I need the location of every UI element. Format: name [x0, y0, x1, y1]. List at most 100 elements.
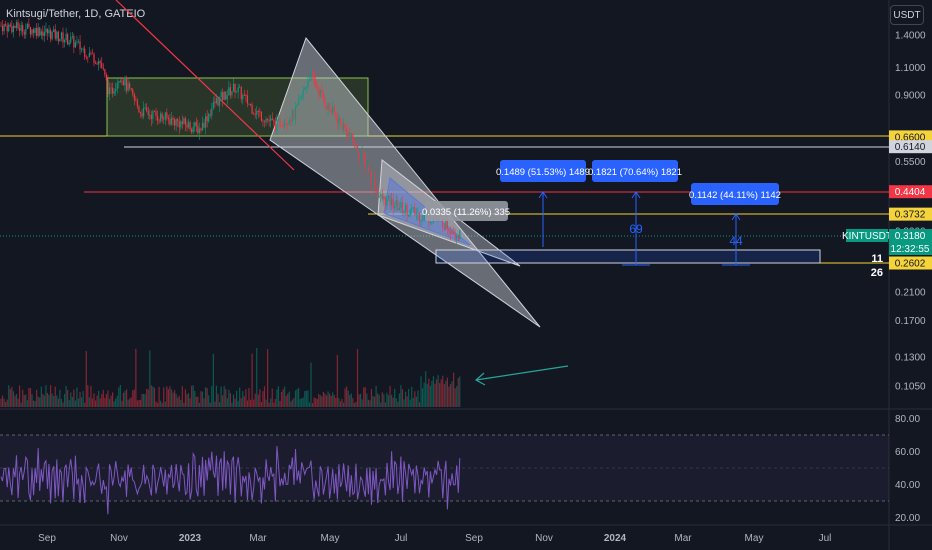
volume-bar — [218, 402, 221, 407]
volume-bar — [364, 387, 366, 407]
callout-2[interactable]: 0.1821 (70.64%) 1821 — [588, 160, 682, 182]
candle-body — [330, 109, 332, 113]
candle-body — [220, 92, 222, 97]
volume-bar — [377, 393, 379, 407]
volume-bar — [43, 395, 45, 407]
callout-3[interactable]: 0.1142 (44.11%) 1142 — [689, 183, 781, 205]
candle-body — [56, 31, 58, 39]
candle-body — [54, 29, 56, 39]
candle-body — [218, 96, 221, 106]
price-tag-label: 0.2602 — [895, 259, 926, 270]
measure-arrow-1 — [538, 191, 548, 199]
candle-body — [287, 123, 289, 125]
candle-body — [20, 25, 22, 31]
time-axis[interactable]: Sep Nov 2023 Mar May Jul Sep Nov 2024 Mar May Jul — [38, 533, 831, 544]
volume-bar — [344, 388, 346, 407]
candle-body — [381, 194, 383, 200]
volume-bar — [174, 390, 176, 407]
volume-bar — [129, 398, 131, 407]
candle-body — [378, 196, 380, 198]
volume-bar — [208, 395, 210, 407]
candle-body — [60, 32, 63, 39]
candle-body — [415, 213, 417, 215]
volume-bar — [60, 398, 63, 407]
large-triangle-drawing[interactable] — [269, 36, 541, 328]
volume-bar — [293, 397, 295, 407]
chart-symbol-title[interactable]: Kintsugi/Tether, 1D, GATEIO — [6, 8, 146, 20]
volume-bar — [90, 385, 92, 407]
candle-body — [104, 69, 106, 75]
candle-body — [412, 207, 414, 209]
volume-bar — [74, 400, 76, 407]
volume-bar — [366, 393, 368, 407]
volume-bar — [161, 402, 163, 407]
candle-body — [160, 113, 162, 122]
volume-bar — [113, 401, 115, 407]
candle-body — [353, 141, 355, 147]
callout-1[interactable]: 0.1489 (51.53%) 1489 — [496, 160, 590, 182]
volume-bar — [31, 394, 33, 407]
candle-body — [375, 188, 377, 190]
volume-bar — [108, 398, 111, 407]
callout-2-box — [592, 160, 678, 182]
candle-body — [302, 89, 304, 96]
currency-button[interactable]: USDT — [890, 5, 924, 25]
candle-body — [22, 25, 24, 32]
candle-body — [341, 121, 343, 130]
candle-body — [62, 32, 64, 43]
volume-bar — [459, 376, 461, 407]
rsi-axis[interactable]: 80.00 60.00 40.00 20.00 — [895, 414, 920, 524]
volume-bar — [248, 388, 250, 407]
candle-body — [315, 79, 317, 87]
candle-body — [404, 205, 407, 211]
candle-body — [403, 210, 405, 213]
candle-body — [149, 114, 151, 116]
volume-bar — [39, 397, 41, 407]
volume-bar — [102, 389, 104, 407]
volume-bar — [22, 389, 24, 407]
candle-body — [118, 81, 120, 83]
candle-body — [93, 53, 95, 63]
candle-body — [170, 117, 173, 125]
volume-bar — [341, 398, 343, 407]
candle-body — [327, 103, 329, 110]
price-tick-label: 0.2100 — [895, 288, 926, 299]
volume-bar — [19, 385, 21, 407]
time-tick-label: Mar — [674, 533, 692, 544]
volume-bar — [321, 396, 323, 407]
teal-arrow-line[interactable] — [475, 365, 569, 381]
volume-bar — [12, 391, 14, 407]
callout-3-text: 0.1142 (44.11%) 1142 — [689, 190, 781, 201]
time-tick-label: Mar — [249, 533, 267, 544]
candle-body — [298, 98, 300, 105]
candle-body — [366, 165, 368, 167]
candle-body — [456, 235, 458, 238]
red-trendline[interactable] — [115, 0, 295, 171]
callout-4[interactable]: 0.0335 (11.26%) 335 — [422, 201, 510, 221]
volume-bar — [231, 402, 233, 407]
volume-bar — [274, 399, 276, 407]
candle-body — [299, 97, 301, 99]
target-rectangle[interactable] — [435, 249, 821, 264]
volume-bar — [163, 387, 165, 407]
volume-bar — [370, 389, 373, 407]
candle-body — [215, 98, 218, 104]
volume-bar — [217, 393, 219, 407]
volume-bar — [279, 401, 281, 407]
volume-bar — [383, 394, 385, 407]
volume-bar — [397, 401, 399, 407]
volume-bar — [53, 395, 55, 407]
volume-bar — [335, 397, 337, 407]
candle-body — [42, 31, 44, 36]
candle-body — [141, 112, 143, 117]
callout-1-box — [500, 160, 586, 182]
volume-bar — [40, 386, 42, 407]
volume-bar — [93, 393, 95, 407]
candle-body — [364, 157, 366, 167]
candle-body — [45, 28, 47, 33]
volume-bar — [110, 395, 112, 407]
candle-body — [203, 122, 205, 128]
volume-bar — [201, 391, 204, 407]
range-rectangle[interactable] — [106, 77, 369, 137]
